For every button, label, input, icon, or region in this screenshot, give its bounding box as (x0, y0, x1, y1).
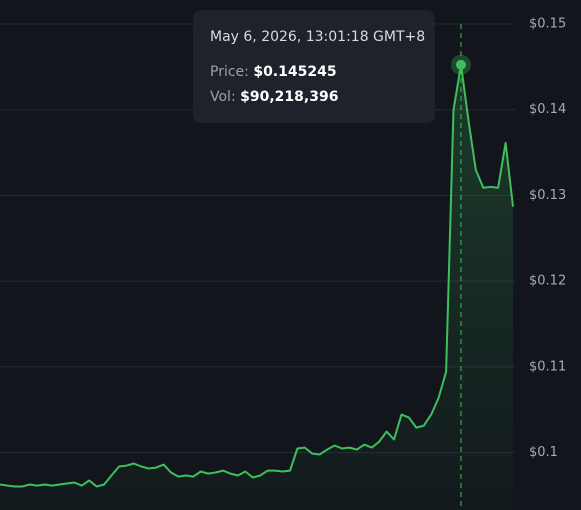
tooltip-time: May 6, 2026, 13:01:18 GMT+8 (210, 29, 425, 45)
tooltip-box (193, 10, 435, 123)
tooltip-volume-value: $90,218,396 (240, 89, 338, 105)
hover-point (455, 59, 466, 70)
tooltip-price-label: Price: (210, 64, 249, 80)
tooltip: May 6, 2026, 13:01:18 GMT+8 Price: $0.14… (193, 10, 435, 123)
y-tick-label: $0.15 (529, 17, 566, 32)
y-tick-label: $0.14 (529, 102, 566, 117)
y-tick-label: $0.13 (529, 188, 566, 203)
line (0, 63, 514, 488)
grid: $0.1 $0.11 $0.12 $0.13 $0.14 $0.15 (0, 17, 566, 460)
y-tick-label: $0.1 (529, 445, 558, 460)
y-tick-label: $0.11 (529, 359, 566, 374)
tooltip-price: Price: $0.145245 (210, 64, 337, 80)
area (0, 64, 513, 510)
tooltip-volume-label: Vol: (210, 89, 236, 105)
y-tick-label: $0.12 (529, 274, 566, 289)
plot (0, 24, 514, 510)
tooltip-volume: Vol: $90,218,396 (210, 89, 338, 105)
tooltip-price-value: $0.145245 (253, 64, 336, 80)
